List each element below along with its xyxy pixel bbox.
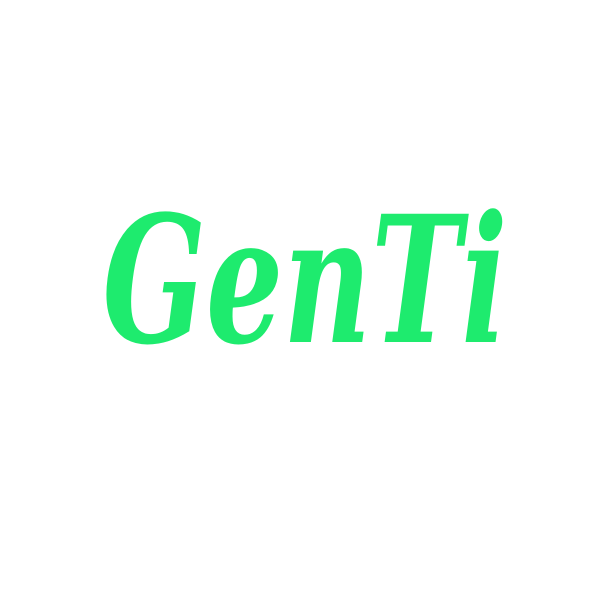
logo-text: GenTi bbox=[103, 177, 508, 384]
